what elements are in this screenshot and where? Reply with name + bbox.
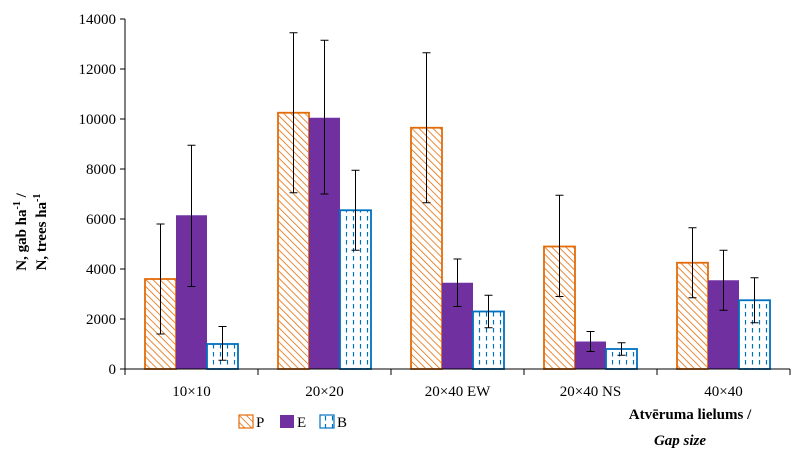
- x-axis-title: Atvēruma lielums / Gap size: [629, 407, 752, 449]
- x-axis-title-line1: Atvēruma lielums /: [629, 407, 752, 423]
- error-bar-p-20-40-ns: [555, 194, 564, 297]
- x-axis-title-line2: Gap size: [654, 433, 706, 449]
- error-bar-b-10-10: [218, 326, 227, 361]
- x-tick-label-20-40-ew: 20×40 EW: [425, 384, 491, 400]
- y-tick-label: 12000: [79, 62, 117, 78]
- error-bars: [156, 32, 759, 361]
- error-bar-p-20-20: [289, 32, 298, 194]
- error-bar-b-20-40-ns: [617, 342, 626, 356]
- y-tick-label: 10000: [79, 112, 117, 128]
- y-axis-title-line1-tail: /: [14, 192, 30, 201]
- y-axis-title-line2-sup: -1: [32, 194, 43, 202]
- error-bar-b-40-40: [750, 277, 759, 324]
- x-tick-label-20-40-ns: 20×40 NS: [560, 384, 621, 400]
- y-axis-title-line1: N, gab ha: [14, 209, 30, 271]
- error-bar-b-20-40-ew: [484, 294, 493, 329]
- error-bar-e-40-40: [719, 249, 728, 311]
- error-bar-b-20-20: [351, 169, 360, 251]
- error-bar-e-20-20: [320, 39, 329, 195]
- y-tick-label: 6000: [86, 212, 116, 228]
- y-tick-label: 0: [109, 362, 117, 378]
- y-tick-label: 8000: [86, 162, 116, 178]
- legend-label-p: P: [256, 415, 264, 431]
- y-axis: 0 2000 4000 6000 8000 10000 12000 14000: [79, 12, 126, 378]
- svg-text:N, trees ha-1: N, trees ha-1: [32, 194, 50, 271]
- y-tick-label: 4000: [86, 262, 116, 278]
- y-axis-title-line2: N, trees ha: [34, 201, 50, 270]
- svg-text:N, gab ha-1 /: N, gab ha-1 /: [12, 192, 30, 270]
- error-bar-p-10-10: [156, 223, 165, 335]
- x-axis: 10×10 20×20 20×40 EW 20×40 NS 40×40: [124, 368, 791, 400]
- legend-label-b: B: [337, 415, 347, 431]
- error-bar-e-10-10: [187, 144, 196, 287]
- x-tick-label-20-20: 20×20: [305, 384, 343, 400]
- error-bar-p-20-40-ew: [422, 52, 431, 204]
- x-tick-label-10-10: 10×10: [172, 384, 210, 400]
- y-axis-title-line1-sup: -1: [12, 201, 23, 209]
- error-bar-p-40-40: [688, 227, 697, 299]
- y-axis-title: N, gab ha-1 / N, trees ha-1: [12, 192, 50, 270]
- bars: [144, 111, 771, 370]
- error-bar-e-20-40-ew: [453, 258, 462, 307]
- x-tick-label-40-40: 40×40: [704, 384, 742, 400]
- error-bar-e-20-40-ns: [586, 331, 595, 352]
- y-tick-label: 14000: [79, 12, 117, 28]
- legend-swatch-p: [238, 414, 254, 429]
- legend: P E B: [238, 414, 347, 431]
- legend-label-e: E: [297, 415, 306, 431]
- y-tick-label: 2000: [86, 312, 116, 328]
- legend-swatch-e: [280, 415, 294, 428]
- legend-swatch-b: [319, 414, 335, 429]
